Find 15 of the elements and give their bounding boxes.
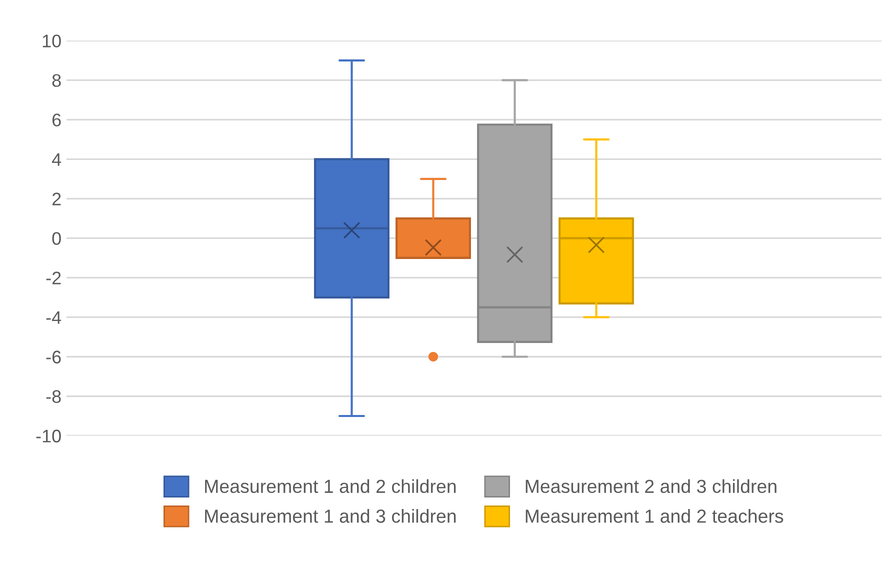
y-tick-label: 6	[52, 114, 61, 126]
legend-label: Measurement 1 and 3 children	[205, 509, 456, 523]
y-tick-label: -2	[46, 272, 61, 284]
y-tick-label: 8	[52, 74, 61, 87]
legend-label: Measurement 2 and 3 children	[526, 479, 776, 494]
y-tick-label: -10	[36, 430, 61, 442]
y-tick-label: 4	[52, 153, 62, 166]
y-tick-label: 0	[52, 232, 61, 245]
y-tick-label: 2	[52, 192, 61, 206]
y-tick-label: -6	[46, 350, 61, 364]
y-tick-label: 10	[42, 34, 61, 48]
y-tick-label: -8	[46, 390, 61, 403]
legend-label: Measurement 1 and 2 teachers	[526, 509, 784, 523]
legend-label: Measurement 1 and 2 children	[205, 479, 456, 494]
y-tick-label: -4	[46, 311, 62, 324]
